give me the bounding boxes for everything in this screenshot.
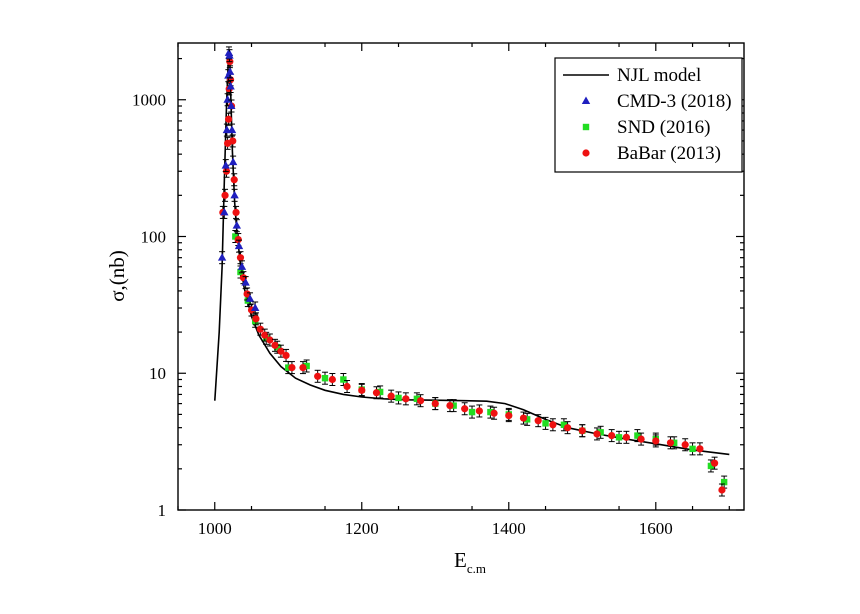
point-babar [224, 112, 233, 126]
point-babar [431, 397, 439, 411]
point-babar [710, 456, 719, 470]
legend-item: NJL model [563, 65, 701, 86]
point-babar [256, 322, 264, 336]
point-snd [376, 385, 384, 399]
point-babar [652, 434, 660, 448]
point-babar [608, 429, 616, 443]
point-snd [487, 405, 494, 419]
point-cmd3 [220, 205, 229, 219]
plot-frame [177, 42, 745, 511]
point-babar [505, 409, 513, 423]
y-tick-label: 10 [149, 364, 166, 383]
point-babar [236, 251, 245, 265]
legend-square-icon [582, 123, 590, 131]
x-axis-label: Ec.m [454, 548, 486, 576]
x-axis-label-main: E [454, 548, 467, 572]
point-babar [299, 361, 307, 375]
y-tick-label: 1 [158, 501, 167, 520]
x-tick-label: 1600 [639, 519, 673, 538]
point-cmd3 [223, 93, 232, 107]
point-babar [328, 373, 336, 387]
point-babar [696, 442, 704, 456]
legend-circle-icon [582, 149, 590, 157]
x-tick-label: 1400 [492, 519, 526, 538]
point-babar [622, 430, 630, 444]
point-cmd3 [227, 99, 236, 113]
point-cmd3 [221, 159, 230, 173]
point-babar [549, 418, 557, 432]
point-snd [707, 459, 715, 473]
legend-label: CMD-3 (2018) [617, 91, 732, 112]
point-babar [277, 344, 285, 358]
point-cmd3 [228, 155, 238, 169]
point-babar [314, 369, 322, 383]
point-babar [446, 399, 454, 413]
point-babar [288, 361, 296, 375]
point-cmd3 [217, 251, 227, 265]
legend-label: SND (2016) [617, 117, 710, 138]
point-babar [461, 402, 469, 416]
point-cmd3 [234, 239, 244, 253]
point-snd [321, 371, 329, 385]
y-tick-label: 100 [141, 227, 167, 246]
point-babar [282, 348, 290, 362]
point-snd [413, 392, 421, 406]
point-snd [615, 430, 623, 444]
point-snd [468, 405, 476, 419]
point-babar [252, 312, 260, 326]
y-axis-label: σ,(nb) [105, 250, 129, 302]
point-babar [681, 438, 689, 452]
point-cmd3 [232, 219, 242, 233]
legend-item: BaBar (2013) [582, 143, 721, 164]
point-babar [490, 406, 498, 420]
point-cmd3 [245, 292, 255, 306]
point-snd [395, 391, 402, 405]
point-cmd3 [241, 276, 250, 290]
point-babar [372, 386, 381, 400]
point-babar [519, 411, 528, 425]
x-tick-label: 1200 [345, 519, 379, 538]
point-babar [230, 173, 238, 187]
legend-item: SND (2016) [582, 117, 710, 138]
point-babar [666, 436, 675, 450]
point-babar [593, 427, 601, 441]
point-cmd3 [225, 65, 235, 79]
point-cmd3 [230, 188, 239, 202]
point-babar [232, 205, 240, 219]
point-babar [718, 483, 726, 497]
point-babar [563, 421, 572, 435]
point-babar [343, 380, 351, 394]
legend-label: NJL model [617, 65, 701, 86]
x-tick-label: 1000 [198, 519, 232, 538]
point-babar [271, 338, 279, 352]
legend-triangle-icon [581, 96, 591, 104]
point-babar [578, 424, 586, 438]
point-snd [542, 416, 549, 430]
point-babar [221, 188, 229, 202]
legend-label: BaBar (2013) [617, 143, 721, 164]
legend-item: CMD-3 (2018) [581, 91, 732, 112]
point-snd [597, 425, 604, 439]
point-cmd3 [226, 79, 235, 93]
point-babar [534, 414, 542, 428]
point-cmd3 [225, 49, 234, 63]
point-cmd3 [237, 260, 247, 274]
point-cmd3 [250, 301, 260, 315]
point-babar [416, 394, 425, 408]
legend: NJL model CMD-3 (2018) SND (2016) BaBar (20… [554, 57, 743, 173]
x-axis-label-sub: c.m [467, 561, 486, 576]
point-snd [689, 442, 696, 456]
point-snd [303, 359, 310, 373]
y-tick-label: 1000 [132, 91, 166, 110]
point-babar [387, 389, 395, 403]
point-snd [523, 412, 531, 426]
point-babar [402, 392, 410, 406]
point-babar [229, 134, 237, 148]
point-babar [475, 404, 483, 418]
point-cmd3 [227, 123, 237, 137]
point-babar [358, 383, 366, 397]
point-babar [637, 432, 645, 446]
